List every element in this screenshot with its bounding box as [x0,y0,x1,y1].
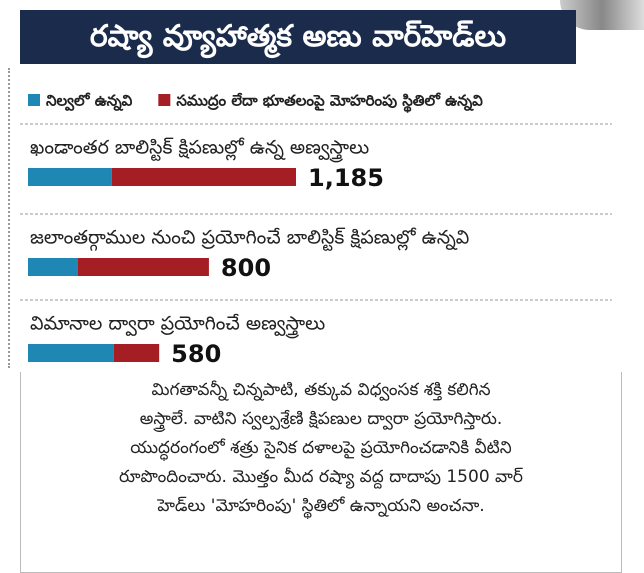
total-label: 580 [171,340,221,368]
note-line: మిగతావన్నీ చిన్నపాటి, తక్కువ విధ్వంసక శక… [151,380,491,400]
legend-label: సముద్రం లేదా భూతలంపై మోహరింపు స్థితిలో ఉ… [176,92,483,114]
footnote: మిగతావన్నీ చిన్నపాటి, తక్కువ విధ్వంసక శక… [20,372,622,573]
chart: నిల్వలో ఉన్నవి సముద్రం లేదా భూతలంపై మోహరి… [20,92,612,368]
category-label: ఖండాంతర బాలిస్టిక్ క్షిపణుల్లో ఉన్న అణ్వ… [30,137,369,163]
bar-segment [28,168,112,186]
note-line: అస్త్రాలే. వాటిని స్వల్పశ్రేణి క్షిపణుల … [139,409,503,429]
bar-segment [113,344,160,362]
note-line: యుద్ధరంగంలో శత్రు సైనిక దళాలపై ప్రయోగించ… [130,438,512,458]
note-line: హెడ్‌లు 'మోహరింపు' స్థితిలో ఉన్నాయని అంచ… [157,496,485,516]
bar-segment [77,258,209,276]
bar-segment [28,344,114,362]
note-line: రూపొందించారు. మొత్తం మీద రష్యా వద్ద దాదా… [119,467,523,487]
legend-swatch [158,94,171,106]
total-label: 800 [221,254,271,282]
bar-segment [28,258,78,276]
chart-title: రష్యా వ్యూహాత్మక అణు వార్‌హెడ్‌లు [20,10,576,64]
category-label: విమానాల ద్వారా ప్రయోగించే అణ్వస్త్రాలు [30,313,325,339]
legend-label: నిల్వలో ఉన్నవి [46,92,133,112]
category-label: జలాంతర్గాముల నుంచి ప్రయోగించే బాలిస్టిక్… [30,227,469,252]
bar-segment [111,168,296,186]
legend-swatch [28,94,40,106]
dotted-border [8,68,10,368]
total-label: 1,185 [308,164,384,192]
